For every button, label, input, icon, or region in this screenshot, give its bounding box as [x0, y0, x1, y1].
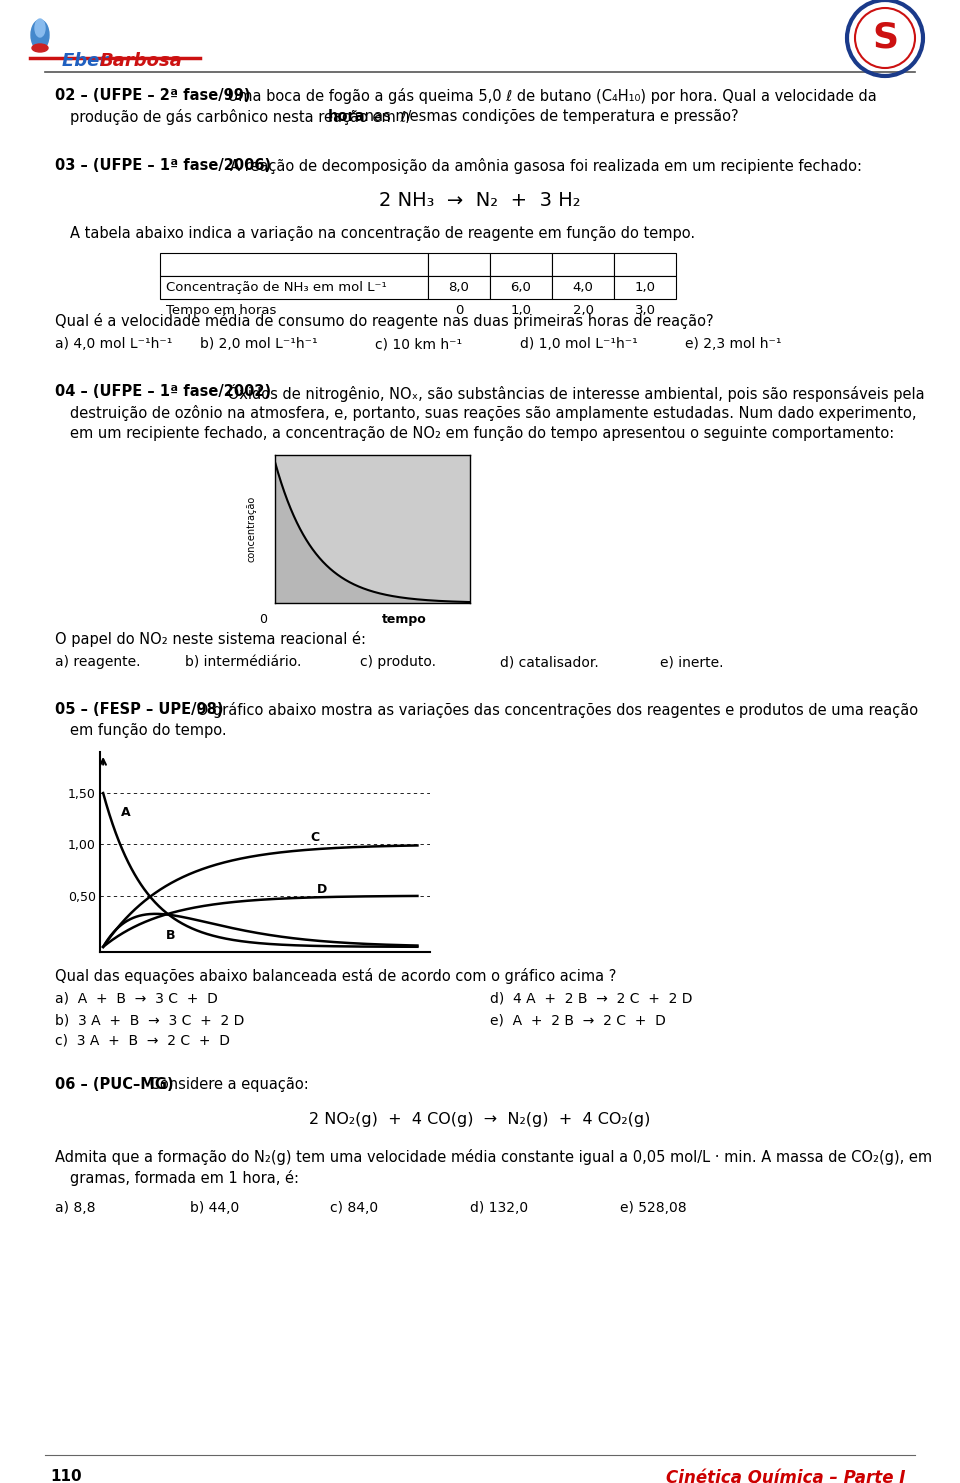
Text: Uma boca de fogão a gás queima 5,0 ℓ de butano (C₄H₁₀) por hora. Qual a velocida: Uma boca de fogão a gás queima 5,0 ℓ de … — [223, 87, 876, 104]
Bar — [490, 276, 552, 300]
Bar — [614, 276, 676, 300]
Text: D: D — [317, 882, 327, 896]
Text: 02 – (UFPE – 2ª fase/99): 02 – (UFPE – 2ª fase/99) — [55, 87, 251, 102]
Text: gramas, formada em 1 hora, é:: gramas, formada em 1 hora, é: — [70, 1170, 299, 1186]
Text: Considere a equação:: Considere a equação: — [145, 1077, 309, 1091]
Text: concentração: concentração — [247, 495, 256, 562]
Text: 2 NO₂(g)  +  4 CO(g)  →  N₂(g)  +  4 CO₂(g): 2 NO₂(g) + 4 CO(g) → N₂(g) + 4 CO₂(g) — [309, 1112, 651, 1127]
Bar — [428, 276, 490, 300]
Bar — [552, 254, 614, 276]
Text: Cinética Química – Parte I: Cinética Química – Parte I — [665, 1470, 905, 1483]
Text: 03 – (UFPE – 1ª fase/2006): 03 – (UFPE – 1ª fase/2006) — [55, 159, 271, 174]
Text: c) 10 km h⁻¹: c) 10 km h⁻¹ — [375, 337, 462, 351]
Text: 1,0: 1,0 — [635, 280, 656, 294]
Text: c) produto.: c) produto. — [360, 655, 436, 669]
Text: b)  3 A  +  B  →  3 C  +  2 D: b) 3 A + B → 3 C + 2 D — [55, 1013, 245, 1028]
Text: Óxidos de nitrogênio, NOₓ, são substâncias de interesse ambiental, pois são resp: Óxidos de nitrogênio, NOₓ, são substânci… — [223, 384, 924, 402]
Text: em função do tempo.: em função do tempo. — [70, 724, 227, 739]
Bar — [614, 254, 676, 276]
Text: O gráfico abaixo mostra as variações das concentrações dos reagentes e produtos : O gráfico abaixo mostra as variações das… — [192, 701, 918, 718]
Text: 0: 0 — [259, 612, 267, 626]
Text: c) 84,0: c) 84,0 — [330, 1201, 378, 1215]
Text: Eber: Eber — [62, 52, 114, 70]
Text: a) reagente.: a) reagente. — [55, 655, 140, 669]
Text: e)  A  +  2 B  →  2 C  +  D: e) A + 2 B → 2 C + D — [490, 1013, 666, 1028]
Text: 2 NH₃  →  N₂  +  3 H₂: 2 NH₃ → N₂ + 3 H₂ — [379, 191, 581, 211]
Text: hora: hora — [328, 108, 366, 125]
Text: 3,0: 3,0 — [635, 304, 656, 317]
Text: a) 4,0 mol L⁻¹h⁻¹: a) 4,0 mol L⁻¹h⁻¹ — [55, 337, 173, 351]
Text: tempo: tempo — [382, 612, 427, 626]
Text: b) intermédiário.: b) intermédiário. — [185, 655, 301, 669]
Text: d) 132,0: d) 132,0 — [470, 1201, 528, 1215]
Text: a)  A  +  B  →  3 C  +  D: a) A + B → 3 C + D — [55, 992, 218, 1005]
Text: nas mesmas condições de temperatura e pressão?: nas mesmas condições de temperatura e pr… — [360, 108, 738, 125]
Text: O papel do NO₂ neste sistema reacional é:: O papel do NO₂ neste sistema reacional é… — [55, 630, 366, 647]
Text: 05 – (FESP – UPE/98): 05 – (FESP – UPE/98) — [55, 701, 224, 716]
Bar — [490, 254, 552, 276]
Text: em um recipiente fechado, a concentração de NO₂ em função do tempo apresentou o : em um recipiente fechado, a concentração… — [70, 426, 895, 440]
Bar — [428, 254, 490, 276]
Text: 1,0: 1,0 — [511, 304, 532, 317]
Text: c)  3 A  +  B  →  2 C  +  D: c) 3 A + B → 2 C + D — [55, 1034, 230, 1048]
Text: S: S — [872, 21, 898, 55]
Text: 8,0: 8,0 — [448, 280, 469, 294]
Text: A tabela abaixo indica a variação na concentração de reagente em função do tempo: A tabela abaixo indica a variação na con… — [70, 225, 695, 242]
Text: 06 – (PUC–MG): 06 – (PUC–MG) — [55, 1077, 174, 1091]
Bar — [160, 276, 428, 300]
Bar — [552, 276, 614, 300]
Text: 2,0: 2,0 — [572, 304, 593, 317]
Text: produção de gás carbônico nesta reação em ℓ/: produção de gás carbônico nesta reação e… — [70, 108, 411, 125]
Text: d) catalisador.: d) catalisador. — [500, 655, 599, 669]
Text: e) 2,3 mol h⁻¹: e) 2,3 mol h⁻¹ — [685, 337, 781, 351]
Text: 6,0: 6,0 — [511, 280, 532, 294]
Text: e) inerte.: e) inerte. — [660, 655, 724, 669]
Text: B: B — [166, 928, 176, 942]
Text: Tempo em horas: Tempo em horas — [166, 304, 276, 317]
Text: b) 44,0: b) 44,0 — [190, 1201, 239, 1215]
Text: Barbosa: Barbosa — [100, 52, 182, 70]
Ellipse shape — [31, 19, 49, 50]
Bar — [160, 254, 428, 276]
Text: 0: 0 — [455, 304, 463, 317]
Ellipse shape — [35, 19, 45, 37]
Text: e) 528,08: e) 528,08 — [620, 1201, 686, 1215]
Text: destruição de ozônio na atmosfera, e, portanto, suas reações são amplamente estu: destruição de ozônio na atmosfera, e, po… — [70, 405, 917, 421]
Text: Admita que a formação do N₂(g) tem uma velocidade média constante igual a 0,05 m: Admita que a formação do N₂(g) tem uma v… — [55, 1149, 932, 1166]
Text: Qual é a velocidade média de consumo do reagente nas duas primeiras horas de rea: Qual é a velocidade média de consumo do … — [55, 313, 713, 329]
Text: Qual das equações abaixo balanceada está de acordo com o gráfico acima ?: Qual das equações abaixo balanceada está… — [55, 968, 616, 985]
Text: d)  4 A  +  2 B  →  2 C  +  2 D: d) 4 A + 2 B → 2 C + 2 D — [490, 992, 692, 1005]
Text: A: A — [121, 805, 131, 819]
Text: C: C — [311, 832, 320, 844]
Text: b) 2,0 mol L⁻¹h⁻¹: b) 2,0 mol L⁻¹h⁻¹ — [200, 337, 318, 351]
Text: 04 – (UFPE – 1ª fase/2002): 04 – (UFPE – 1ª fase/2002) — [55, 384, 271, 399]
Text: d) 1,0 mol L⁻¹h⁻¹: d) 1,0 mol L⁻¹h⁻¹ — [520, 337, 637, 351]
Ellipse shape — [32, 44, 48, 52]
Text: 110: 110 — [50, 1470, 82, 1483]
Text: 4,0: 4,0 — [572, 280, 593, 294]
Text: a) 8,8: a) 8,8 — [55, 1201, 95, 1215]
Text: Concentração de NH₃ em mol L⁻¹: Concentração de NH₃ em mol L⁻¹ — [166, 280, 387, 294]
Text: A reação de decomposição da amônia gasosa foi realizada em um recipiente fechado: A reação de decomposição da amônia gasos… — [230, 159, 862, 174]
